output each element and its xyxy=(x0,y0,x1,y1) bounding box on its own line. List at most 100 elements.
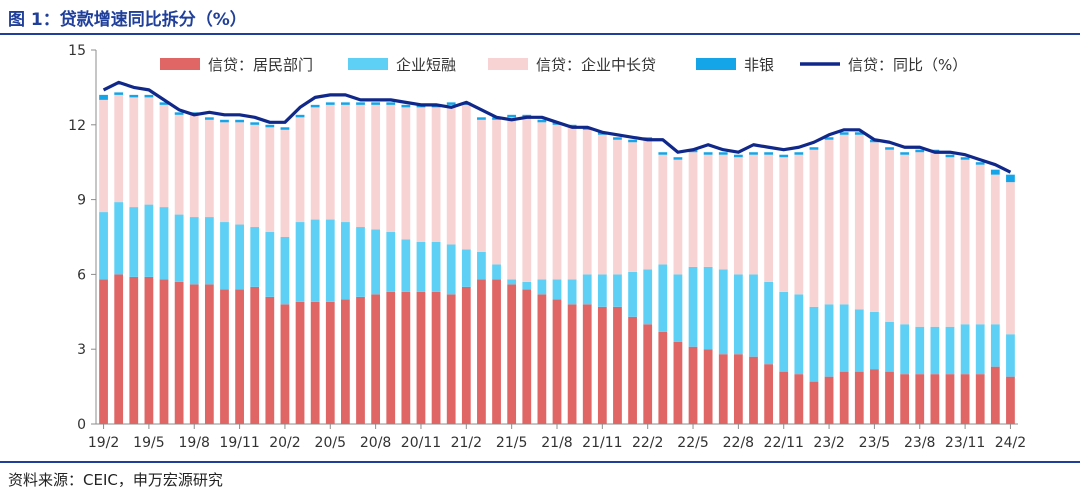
bar-mid-long xyxy=(204,119,214,218)
bar-household xyxy=(552,299,562,424)
bar-mid-long xyxy=(900,154,910,325)
bar-mid-long xyxy=(945,157,955,327)
bar-mid-long xyxy=(809,149,819,307)
bar-mid-long xyxy=(174,114,184,215)
bar-household xyxy=(839,371,849,424)
bar-household xyxy=(477,279,486,424)
bar-short-term xyxy=(870,311,879,370)
bar-mid-long xyxy=(250,124,260,228)
bar-mid-long xyxy=(522,117,532,282)
bar-non-bank xyxy=(824,137,834,140)
bar-household xyxy=(643,324,653,424)
bar-short-term xyxy=(643,269,653,325)
bar-non-bank xyxy=(628,139,637,143)
bar-mid-long xyxy=(582,129,592,275)
bar-mid-long xyxy=(477,119,486,252)
bar-non-bank xyxy=(764,152,773,155)
x-tick-label: 22/5 xyxy=(677,435,708,451)
bar-mid-long xyxy=(960,159,970,325)
bar-household xyxy=(280,304,290,424)
bar-household xyxy=(310,301,320,424)
legend-swatch xyxy=(160,58,200,70)
bar-mid-long xyxy=(129,97,139,208)
bar-household xyxy=(597,306,607,424)
bar-short-term xyxy=(673,274,683,342)
bar-short-term xyxy=(220,222,229,290)
bar-non-bank xyxy=(477,117,486,120)
bar-mid-long xyxy=(749,154,758,275)
bar-short-term xyxy=(114,202,124,275)
bar-short-term xyxy=(371,229,381,295)
bar-non-bank xyxy=(900,152,910,155)
bar-mid-long xyxy=(930,152,940,327)
y-tick-label: 9 xyxy=(77,193,86,209)
bar-mid-long xyxy=(492,119,501,265)
bar-mid-long xyxy=(341,104,350,223)
bar-household xyxy=(1006,376,1015,424)
bar-household xyxy=(975,374,985,424)
bar-mid-long xyxy=(159,104,169,208)
legend-swatch xyxy=(696,58,736,70)
y-tick-label: 15 xyxy=(68,43,86,59)
bar-short-term xyxy=(144,204,154,277)
bar-non-bank xyxy=(280,127,290,130)
bar-mid-long xyxy=(446,104,456,245)
bar-household xyxy=(325,301,335,424)
bar-short-term xyxy=(809,306,819,382)
bar-short-term xyxy=(204,217,214,285)
bar-mid-long xyxy=(854,134,864,310)
bar-short-term xyxy=(431,241,441,292)
bar-short-term xyxy=(688,266,698,347)
bar-household xyxy=(779,371,789,424)
bar-household xyxy=(628,316,637,424)
bar-non-bank xyxy=(371,102,381,105)
bar-non-bank xyxy=(915,149,925,153)
y-tick-label: 6 xyxy=(77,267,86,283)
bar-mid-long xyxy=(870,142,879,312)
y-tick-label: 0 xyxy=(77,417,86,433)
legend-swatch xyxy=(488,58,528,70)
x-tick-label: 22/11 xyxy=(764,435,804,451)
bar-household xyxy=(764,364,773,424)
bar-short-term xyxy=(839,304,849,372)
bar-non-bank xyxy=(749,152,758,155)
bar-mid-long xyxy=(325,104,335,220)
bar-mid-long xyxy=(1006,182,1015,335)
bar-household xyxy=(809,381,819,424)
bar-non-bank xyxy=(537,119,547,123)
bar-mid-long xyxy=(733,157,743,275)
bar-non-bank xyxy=(794,152,804,155)
bar-non-bank xyxy=(960,157,970,160)
bar-mid-long xyxy=(99,99,108,213)
bar-short-term xyxy=(507,279,517,285)
bar-short-term xyxy=(975,324,985,375)
bar-non-bank xyxy=(144,94,154,98)
bar-short-term xyxy=(356,227,365,297)
bar-household xyxy=(174,281,184,424)
bar-short-term xyxy=(416,241,426,292)
bar-household xyxy=(220,289,229,424)
bar-household xyxy=(371,294,381,424)
bar-mid-long xyxy=(885,149,894,322)
bar-short-term xyxy=(235,224,244,290)
legend-label: 非银 xyxy=(744,56,774,74)
bar-mid-long xyxy=(567,127,577,280)
bar-mid-long xyxy=(537,122,547,280)
legend-label: 企业短融 xyxy=(396,56,456,74)
bar-mid-long xyxy=(613,139,622,275)
bar-non-bank xyxy=(613,137,622,140)
bar-short-term xyxy=(189,217,199,285)
x-tick-label: 23/2 xyxy=(813,435,844,451)
bar-mid-long xyxy=(401,107,411,240)
bar-mid-long xyxy=(552,124,562,280)
bar-non-bank xyxy=(718,152,728,155)
bar-mid-long xyxy=(507,117,517,280)
bar-short-term xyxy=(915,326,925,375)
bar-mid-long xyxy=(824,139,834,305)
bar-household xyxy=(461,286,471,424)
bar-household xyxy=(507,284,517,424)
bar-household xyxy=(703,349,713,424)
bar-mid-long xyxy=(416,107,426,242)
bar-short-term xyxy=(310,219,320,302)
bar-non-bank xyxy=(174,112,184,115)
